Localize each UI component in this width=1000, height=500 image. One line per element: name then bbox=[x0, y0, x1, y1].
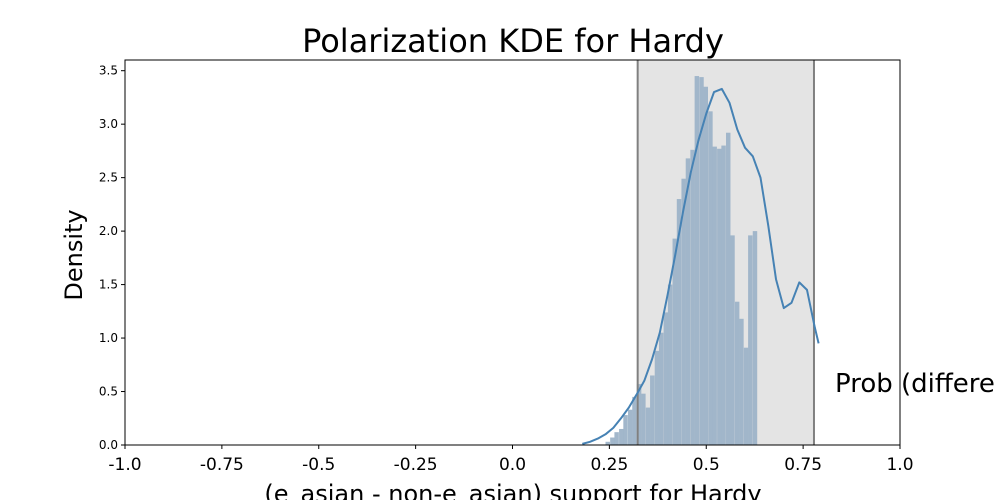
histogram-bar bbox=[730, 235, 735, 445]
histogram-bar bbox=[694, 76, 700, 446]
histogram-bar bbox=[650, 375, 655, 445]
x-axis-label: (e_asian - non-e_asian) support for Hard… bbox=[264, 480, 761, 500]
histogram-bar bbox=[636, 384, 642, 445]
y-tick-label: 1.5 bbox=[99, 278, 118, 292]
histogram-bar bbox=[712, 146, 717, 445]
histogram-bar bbox=[734, 301, 740, 445]
y-axis-label: Density bbox=[60, 209, 88, 300]
histogram-bar bbox=[690, 149, 695, 446]
x-tick-label: -1.0 bbox=[108, 455, 141, 475]
kde-curve bbox=[582, 87, 820, 445]
x-tick-label: -0.75 bbox=[200, 455, 244, 475]
x-tick-label: 0.25 bbox=[590, 455, 628, 475]
histogram-bar bbox=[627, 409, 633, 445]
histogram-bar bbox=[743, 347, 749, 445]
x-tick-label: -0.5 bbox=[302, 455, 335, 475]
x-tick-label: 0.0 bbox=[499, 455, 526, 475]
histogram-bar bbox=[641, 393, 646, 445]
probability-annotation: Prob (differe bbox=[835, 369, 995, 399]
histogram-bar bbox=[614, 432, 619, 445]
histogram-bar bbox=[681, 178, 686, 446]
x-tick-label: -0.25 bbox=[394, 455, 438, 475]
histogram-bar bbox=[748, 235, 753, 445]
x-tick-label: 1.0 bbox=[886, 455, 913, 475]
histogram-bar bbox=[658, 332, 664, 445]
histogram-bar bbox=[632, 396, 637, 445]
y-tick-label: 0.5 bbox=[99, 385, 118, 399]
histogram-bar bbox=[708, 111, 713, 445]
histogram-bar bbox=[667, 284, 673, 445]
plot-area: 0.0 0.5 1.0 1.5 2.0 2.5 3.0 3.5 -1.0 -0.75 -0.5 -0.… bbox=[99, 59, 914, 475]
histogram-bar bbox=[752, 231, 758, 445]
histogram-bar bbox=[645, 407, 651, 445]
y-tick-label: 2.0 bbox=[99, 224, 118, 238]
y-tick-label: 2.5 bbox=[99, 171, 118, 185]
histogram-bar bbox=[676, 199, 682, 445]
histogram-bar bbox=[605, 441, 610, 445]
histogram-bar bbox=[619, 428, 624, 445]
chart-title: Polarization KDE for Hardy bbox=[302, 22, 724, 60]
histogram-bar bbox=[663, 312, 669, 445]
histogram-bar bbox=[654, 350, 660, 445]
histogram-bar bbox=[623, 415, 628, 445]
x-tick-label: 0.5 bbox=[693, 455, 720, 475]
histogram-bar bbox=[717, 148, 722, 445]
histogram-bar bbox=[610, 437, 615, 445]
histogram-bar bbox=[721, 145, 726, 446]
x-tick-label: 0.75 bbox=[784, 455, 822, 475]
histogram-bar bbox=[703, 86, 708, 445]
histogram-bar bbox=[672, 238, 677, 445]
histogram-bar bbox=[739, 318, 744, 445]
histogram-bar bbox=[699, 77, 704, 445]
histogram-bar bbox=[726, 132, 731, 445]
histogram-bar bbox=[685, 158, 691, 445]
y-tick-label: 3.5 bbox=[99, 64, 118, 78]
y-tick-label: 0.0 bbox=[99, 438, 118, 452]
y-tick-label: 3.0 bbox=[99, 117, 118, 131]
y-tick-label: 1.0 bbox=[99, 331, 118, 345]
